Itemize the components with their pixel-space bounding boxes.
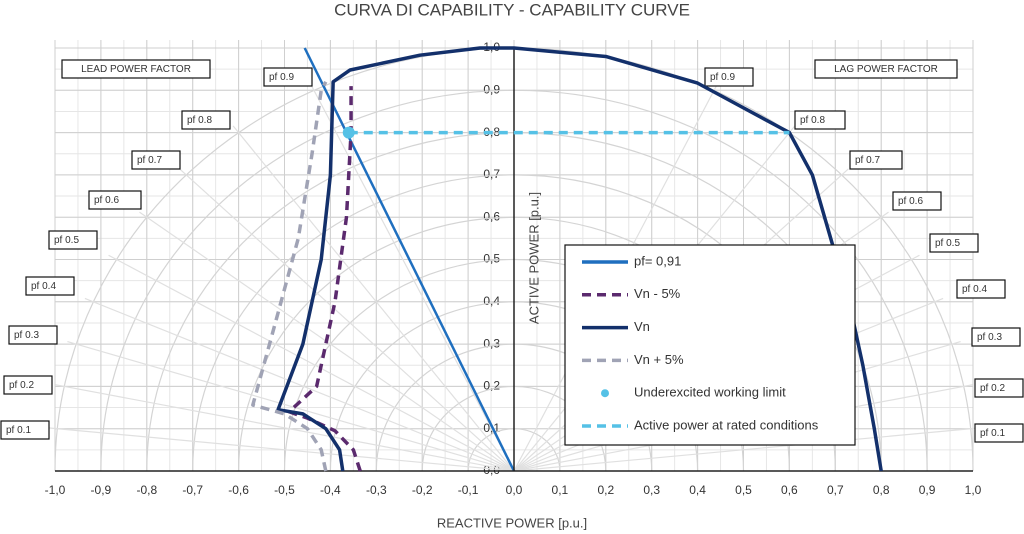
annotation: pf 0.4	[31, 281, 56, 292]
pf-radial	[513, 427, 980, 472]
y-tick-label: 0,4	[483, 294, 500, 308]
legend-label: Vn - 5%	[634, 286, 681, 301]
pf-radial	[179, 168, 515, 472]
annotation: pf 0.7	[137, 155, 162, 166]
annotation: pf 0.6	[898, 196, 923, 207]
x-tick-label: -1,0	[45, 483, 66, 497]
pf-radial	[67, 340, 515, 472]
annotation: pf 0.2	[9, 380, 34, 391]
x-tick-label: -0,7	[182, 483, 203, 497]
x-tick-label: -0,6	[228, 483, 249, 497]
y-axis-label: ACTIVE POWER [p.u.]	[526, 192, 541, 324]
y-tick-label: 0,7	[483, 167, 500, 181]
y-tick-label: 0,0	[483, 463, 500, 477]
x-tick-label: 0,9	[919, 483, 936, 497]
annotation: pf 0.6	[94, 195, 119, 206]
legend-label: Active power at rated conditions	[634, 417, 819, 432]
annotation-box	[956, 279, 1006, 299]
annotation: pf 0.8	[800, 115, 825, 126]
x-tick-label: -0,2	[412, 483, 433, 497]
legend-label: Vn	[634, 319, 650, 334]
pf-radial	[84, 297, 515, 472]
legend-box	[564, 244, 856, 446]
annotation-box	[25, 276, 75, 296]
annotation: pf 0.5	[935, 238, 960, 249]
x-tick-label: 0,0	[506, 483, 523, 497]
annotation: pf 0.7	[855, 155, 880, 166]
legend-label: Underexcited working limit	[634, 385, 786, 400]
x-tick-label: 0,5	[735, 483, 752, 497]
x-tick-label: -0,5	[274, 483, 295, 497]
annotation: LAG POWER FACTOR	[834, 64, 938, 75]
annotation-box	[3, 375, 53, 395]
annotation: pf 0.2	[980, 383, 1005, 394]
y-tick-label: 0,6	[483, 209, 500, 223]
series-line	[303, 47, 516, 472]
annotation: pf 0.1	[980, 428, 1005, 439]
y-tick-label: 0,3	[483, 336, 500, 350]
pf-radial	[232, 125, 515, 472]
legend: pf= 0,91 Vn - 5% Vn Vn + 5% Underexcited wor…	[564, 244, 856, 446]
annotation-box	[704, 67, 754, 87]
series-line	[251, 81, 328, 472]
annotation: pf 0.3	[977, 332, 1002, 343]
annotation-box	[131, 150, 181, 170]
annotation: LEAD POWER FACTOR	[81, 64, 191, 75]
annotation: pf 0.5	[54, 235, 79, 246]
annotation-box	[794, 110, 846, 130]
x-tick-label: 0,7	[827, 483, 844, 497]
annotation-box	[48, 230, 98, 250]
annotation-box	[971, 327, 1021, 347]
y-tick-label: 0,9	[483, 82, 500, 96]
x-tick-label: 0,4	[689, 483, 706, 497]
legend-label: pf= 0,91	[634, 253, 681, 268]
legend-marker	[601, 389, 609, 398]
x-tick-label: 0,3	[643, 483, 660, 497]
chart-title: CURVA DI CAPABILITY - CAPABILITY CURVE	[334, 0, 690, 19]
annotation-box	[263, 67, 313, 87]
annotation-box	[88, 190, 142, 210]
annotation: pf 0.4	[962, 284, 987, 295]
series-line	[287, 86, 362, 472]
x-tick-label: -0,4	[320, 483, 341, 497]
working-limit-point	[342, 126, 355, 139]
annotation: pf 0.9	[269, 72, 294, 83]
legend-label: Vn + 5%	[634, 352, 684, 367]
x-tick-label: 0,1	[552, 483, 569, 497]
x-tick-label: -0,9	[91, 483, 112, 497]
annotation: pf 0.8	[187, 115, 212, 126]
annotation-box	[61, 59, 211, 79]
x-tick-label: 0,8	[873, 483, 890, 497]
annotation-box	[929, 233, 979, 253]
annotation-box	[974, 378, 1024, 398]
x-tick-label: 0,2	[597, 483, 614, 497]
x-tick-label: 1,0	[965, 483, 982, 497]
annotation-box	[0, 420, 50, 440]
x-tick-label: -0,3	[366, 483, 387, 497]
pf-radial	[48, 427, 515, 472]
x-tick-label: -0,8	[136, 483, 157, 497]
x-tick-label: -0,1	[458, 483, 479, 497]
annotation-box	[849, 150, 903, 170]
annotation: pf 0.9	[710, 72, 735, 83]
annotation: pf 0.3	[14, 330, 39, 341]
x-axis-label: REACTIVE POWER [p.u.]	[437, 515, 587, 530]
annotation: pf 0.1	[6, 425, 31, 436]
annotation-box	[181, 110, 231, 130]
annotation-box	[974, 423, 1024, 443]
annotation-box	[892, 191, 942, 211]
y-tick-label: 0,2	[483, 379, 500, 393]
x-tick-label: 0,6	[781, 483, 798, 497]
pf-radial	[309, 82, 515, 472]
annotation-box	[8, 325, 58, 345]
pf-radial	[55, 384, 515, 472]
y-tick-label: 0,5	[483, 252, 500, 266]
annotation-box	[814, 59, 958, 79]
pf-radial	[108, 254, 515, 472]
